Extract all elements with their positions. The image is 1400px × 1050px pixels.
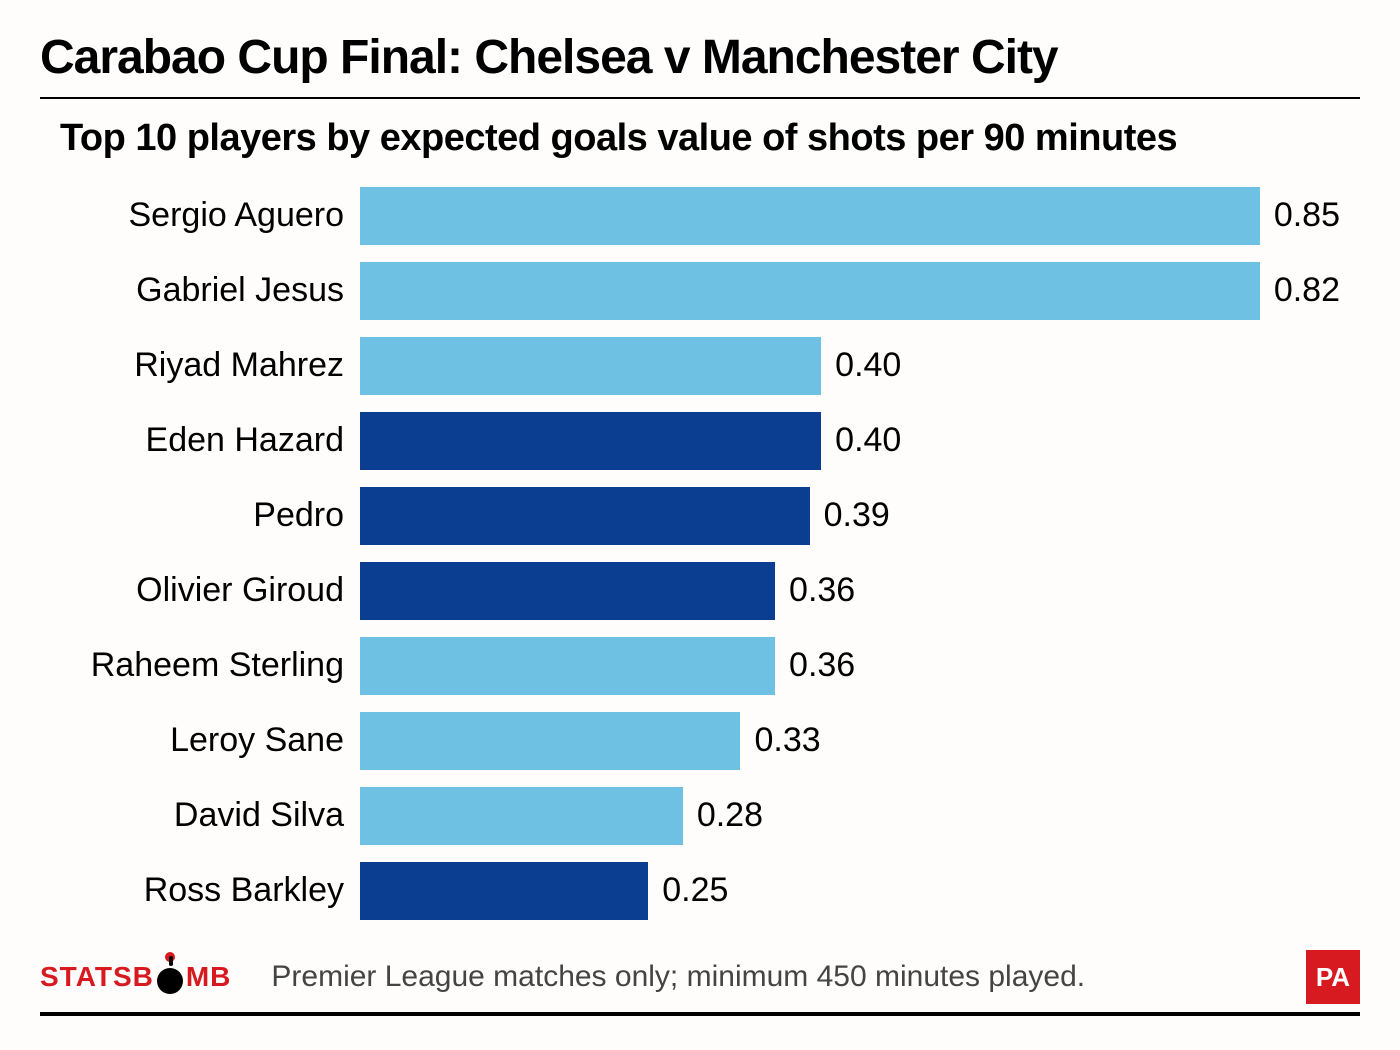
bar-value: 0.39 <box>810 496 890 535</box>
player-label: Ross Barkley <box>60 871 360 910</box>
player-label: Olivier Giroud <box>60 571 360 610</box>
bar-value: 0.25 <box>648 871 728 910</box>
bar-area: 0.40 <box>360 337 1340 395</box>
chart-row: Olivier Giroud 0.36 <box>60 553 1340 628</box>
bar <box>360 637 775 695</box>
pa-badge: PA <box>1306 950 1360 1004</box>
bar <box>360 787 683 845</box>
chart-row: Riyad Mahrez 0.40 <box>60 328 1340 403</box>
bar-value: 0.28 <box>683 796 763 835</box>
chart-row: David Silva 0.28 <box>60 778 1340 853</box>
bar <box>360 337 821 395</box>
bar-area: 0.40 <box>360 412 1340 470</box>
chart-subtitle: Top 10 players by expected goals value o… <box>40 109 1360 178</box>
bar-value: 0.40 <box>821 421 901 460</box>
bar-area: 0.36 <box>360 637 1340 695</box>
bar-value: 0.36 <box>775 646 855 685</box>
footnote-text: Premier League matches only; minimum 450… <box>271 960 1306 994</box>
bar-area: 0.82 <box>360 262 1340 320</box>
player-label: Pedro <box>60 496 360 535</box>
bar <box>360 712 740 770</box>
bar-area: 0.85 <box>360 187 1340 245</box>
chart-row: Gabriel Jesus 0.82 <box>60 253 1340 328</box>
chart-row: Ross Barkley 0.25 <box>60 853 1340 928</box>
chart-title: Carabao Cup Final: Chelsea v Manchester … <box>40 30 1360 99</box>
footer: STATSB MB Premier League matches only; m… <box>40 936 1360 1016</box>
bar-value: 0.82 <box>1260 271 1340 310</box>
chart-row: Raheem Sterling 0.36 <box>60 628 1340 703</box>
player-label: David Silva <box>60 796 360 835</box>
statsbomb-logo: STATSB MB <box>40 961 271 993</box>
bar <box>360 262 1260 320</box>
bar-value: 0.40 <box>821 346 901 385</box>
bar-value: 0.36 <box>775 571 855 610</box>
bar-chart: Sergio Aguero 0.85 Gabriel Jesus 0.82 Riyad … <box>40 178 1360 928</box>
bomb-icon <box>155 962 185 992</box>
bar-area: 0.39 <box>360 487 1340 545</box>
player-label: Riyad Mahrez <box>60 346 360 385</box>
logo-text-stats: STATSB <box>40 961 154 993</box>
bar-area: 0.28 <box>360 787 1340 845</box>
logo-text-mb: MB <box>186 961 232 993</box>
player-label: Gabriel Jesus <box>60 271 360 310</box>
bar-value: 0.33 <box>740 721 820 760</box>
bar <box>360 862 648 920</box>
chart-row: Leroy Sane 0.33 <box>60 703 1340 778</box>
player-label: Leroy Sane <box>60 721 360 760</box>
player-label: Sergio Aguero <box>60 196 360 235</box>
bar-area: 0.36 <box>360 562 1340 620</box>
bar <box>360 487 810 545</box>
player-label: Raheem Sterling <box>60 646 360 685</box>
chart-row: Pedro 0.39 <box>60 478 1340 553</box>
bar-area: 0.33 <box>360 712 1340 770</box>
bar <box>360 412 821 470</box>
player-label: Eden Hazard <box>60 421 360 460</box>
bar-area: 0.25 <box>360 862 1340 920</box>
chart-row: Sergio Aguero 0.85 <box>60 178 1340 253</box>
bar-value: 0.85 <box>1260 196 1340 235</box>
chart-row: Eden Hazard 0.40 <box>60 403 1340 478</box>
bar <box>360 562 775 620</box>
bar <box>360 187 1260 245</box>
